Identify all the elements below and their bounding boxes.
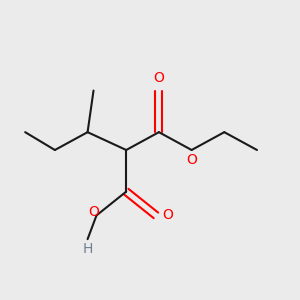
Text: O: O [162, 208, 173, 222]
Text: O: O [186, 153, 197, 167]
Text: O: O [154, 70, 164, 85]
Text: H: H [82, 242, 93, 256]
Text: O: O [88, 206, 100, 219]
